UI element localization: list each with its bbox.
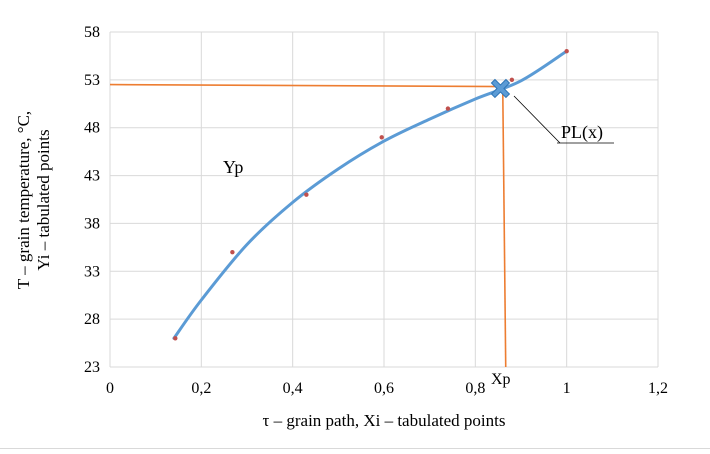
title-layer: τ – grain path, Xi – tabulated points T … [14, 111, 505, 430]
y-tick-label: 28 [84, 311, 100, 328]
data-point [509, 77, 515, 83]
axis-layer [109, 32, 658, 368]
y-axis-title-line2: Yi – tabulated points [34, 129, 53, 270]
y-tick-label: 33 [84, 263, 100, 280]
x-tick-label: 0,2 [191, 380, 211, 397]
guide-layer [109, 83, 507, 368]
xp-annotation: Xp [491, 371, 511, 388]
x-axis-title: τ – grain path, Xi – tabulated points [263, 411, 506, 430]
y-tick-label: 38 [84, 215, 100, 232]
pl-leader-line [513, 95, 561, 144]
y-tick-label: 58 [84, 24, 100, 41]
intersection-marker [490, 78, 511, 99]
y-tick-label: 23 [84, 359, 100, 376]
grid-layer [110, 31, 659, 367]
x-tick-label: 1,2 [648, 380, 668, 397]
x-tick-label: 1 [563, 380, 571, 397]
annot-layer: Yp Xp PL(x) [223, 95, 614, 388]
data-point [445, 106, 451, 111]
x-tick-label: 0,8 [465, 380, 485, 397]
x-tick-label: 0,6 [374, 380, 394, 397]
data-point [304, 192, 309, 197]
pl-annotation: PL(x) [561, 122, 603, 143]
y-axis-title-line1: T – grain temperature, °C, [14, 111, 33, 289]
data-point [230, 249, 235, 255]
y-tick-label: 48 [84, 120, 100, 137]
y-tick-label: 43 [84, 168, 100, 185]
point-layer [173, 48, 569, 341]
x-tick-label: 0 [106, 380, 114, 397]
yp-annotation: Yp [223, 157, 243, 177]
y-tick-label: 53 [84, 72, 100, 89]
marker-layer [490, 78, 511, 99]
tick-layer: 23 28 33 38 43 48 53 58 0 0,2 0,4 0,6 0,8 1 1,2 [84, 24, 668, 397]
x-tick-label: 0,4 [283, 380, 303, 397]
data-point [173, 336, 178, 341]
horizontal-guide-line [109, 83, 503, 88]
vertical-guide-line [501, 86, 507, 368]
data-point [379, 135, 384, 140]
data-point [564, 48, 569, 54]
